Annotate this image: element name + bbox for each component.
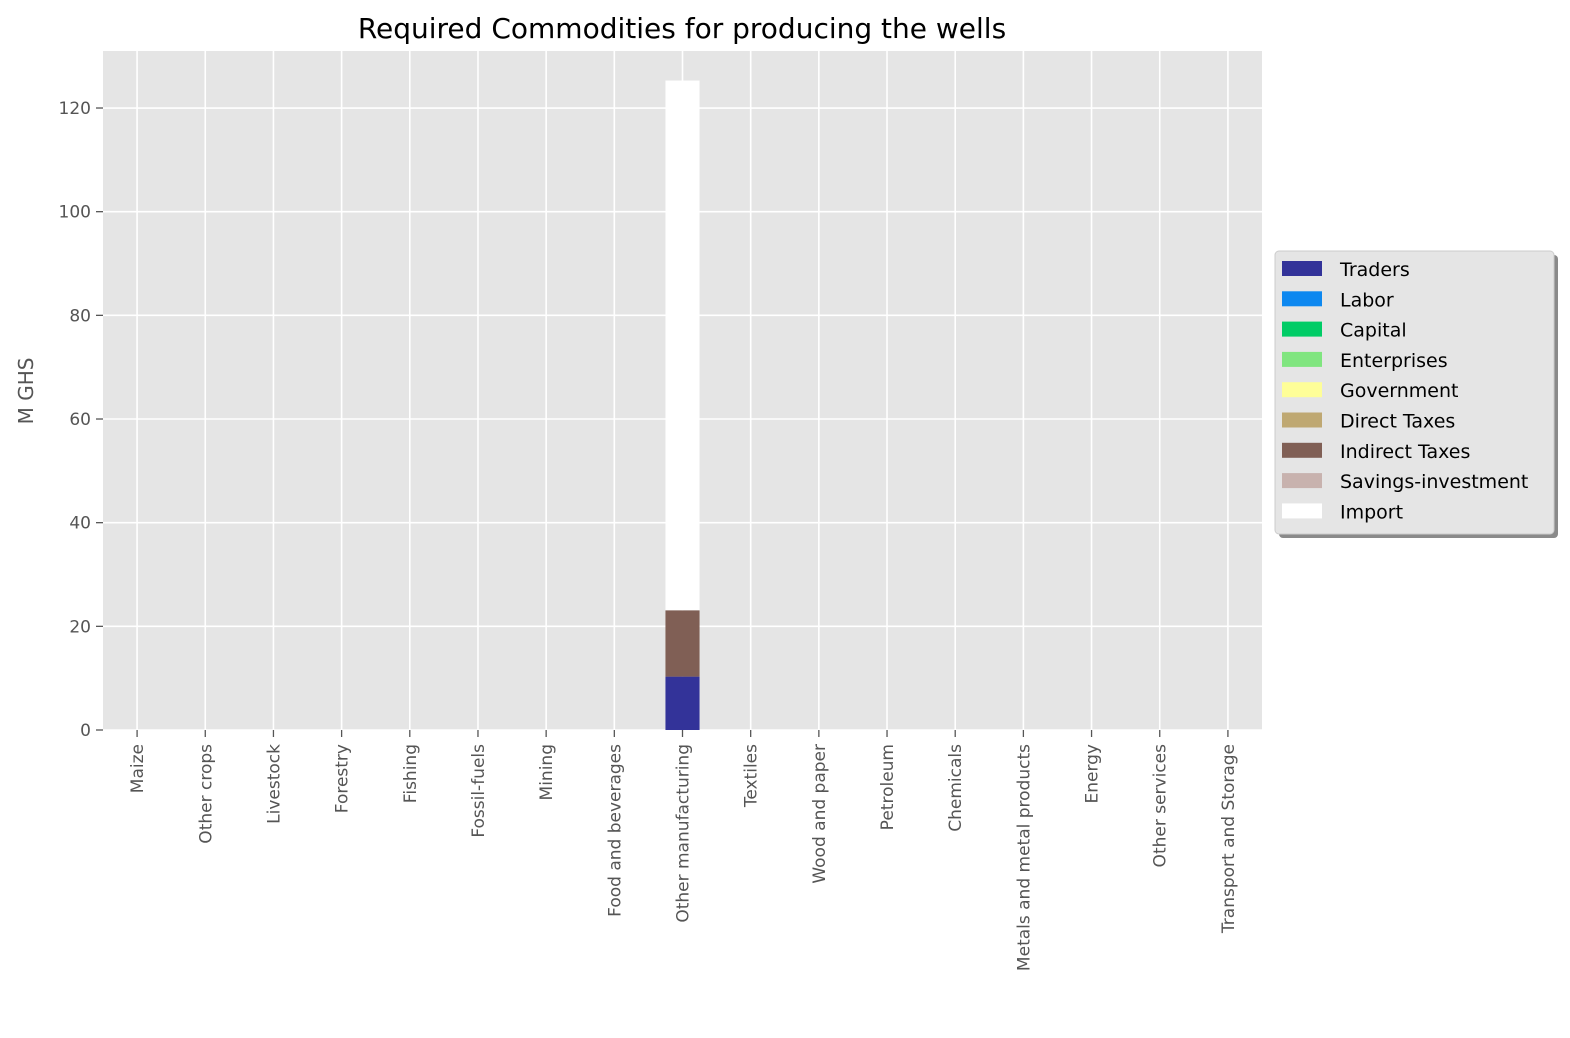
x-axis: Maize Other crops Livestock Forestry Fishing… xyxy=(128,730,1239,971)
legend-swatch xyxy=(1282,442,1322,458)
legend-label: Government xyxy=(1340,380,1459,402)
legend-swatch xyxy=(1282,321,1322,337)
y-tick-label: 40 xyxy=(69,514,91,534)
x-tick-label: Metals and metal products xyxy=(1014,744,1034,971)
legend-label: Labor xyxy=(1340,289,1394,311)
x-tick-label: Fossil-fuels xyxy=(469,744,489,838)
x-tick-label: Petroleum xyxy=(878,744,898,830)
y-axis: 0 20 40 60 80 100 120 xyxy=(59,99,103,741)
x-tick-label: Food and beverages xyxy=(605,744,625,917)
x-tick-label: Other crops xyxy=(196,744,216,844)
legend-label: Enterprises xyxy=(1340,350,1448,372)
x-tick-label: Forestry xyxy=(333,744,353,813)
legend-label: Savings-investment xyxy=(1340,471,1528,493)
legend-label: Traders xyxy=(1339,259,1410,281)
y-tick-label: 60 xyxy=(69,410,91,430)
chart-title: Required Commodities for producing the w… xyxy=(358,12,1006,45)
legend-swatch xyxy=(1282,473,1322,489)
x-tick-label: Chemicals xyxy=(946,744,966,832)
legend-swatch xyxy=(1282,382,1322,398)
legend: Traders Labor Capital Enterprises Government… xyxy=(1274,250,1558,538)
y-tick-label: 20 xyxy=(69,617,91,637)
x-tick-label: Maize xyxy=(128,744,148,793)
y-axis-label: M GHS xyxy=(14,358,38,425)
legend-swatch xyxy=(1282,291,1322,307)
x-tick-label: Mining xyxy=(537,744,557,800)
x-tick-label: Other services xyxy=(1151,744,1171,868)
bar-segment xyxy=(665,80,700,611)
x-tick-label: Textiles xyxy=(742,744,762,808)
gridlines xyxy=(103,51,1262,731)
legend-label: Import xyxy=(1340,501,1403,523)
y-tick-label: 80 xyxy=(69,306,91,326)
x-tick-label: Transport and Storage xyxy=(1219,744,1239,934)
x-tick-label: Wood and paper xyxy=(810,744,830,884)
bar-segment xyxy=(665,676,700,730)
legend-swatch xyxy=(1282,351,1322,367)
y-tick-label: 120 xyxy=(59,99,91,119)
bars xyxy=(665,80,700,730)
legend-swatch xyxy=(1282,261,1322,276)
legend-box xyxy=(1274,250,1555,535)
x-tick-label: Energy xyxy=(1083,744,1103,804)
x-tick-label: Livestock xyxy=(264,744,284,824)
x-tick-label: Fishing xyxy=(401,744,421,803)
legend-label: Direct Taxes xyxy=(1340,411,1455,433)
y-tick-label: 0 xyxy=(80,721,91,741)
legend-swatch xyxy=(1282,503,1322,519)
legend-label: Indirect Taxes xyxy=(1340,441,1470,463)
legend-swatch xyxy=(1282,412,1322,428)
legend-label: Capital xyxy=(1340,320,1407,342)
y-tick-label: 100 xyxy=(59,203,91,223)
x-tick-label: Other manufacturing xyxy=(674,744,694,923)
bar-segment xyxy=(665,610,700,677)
